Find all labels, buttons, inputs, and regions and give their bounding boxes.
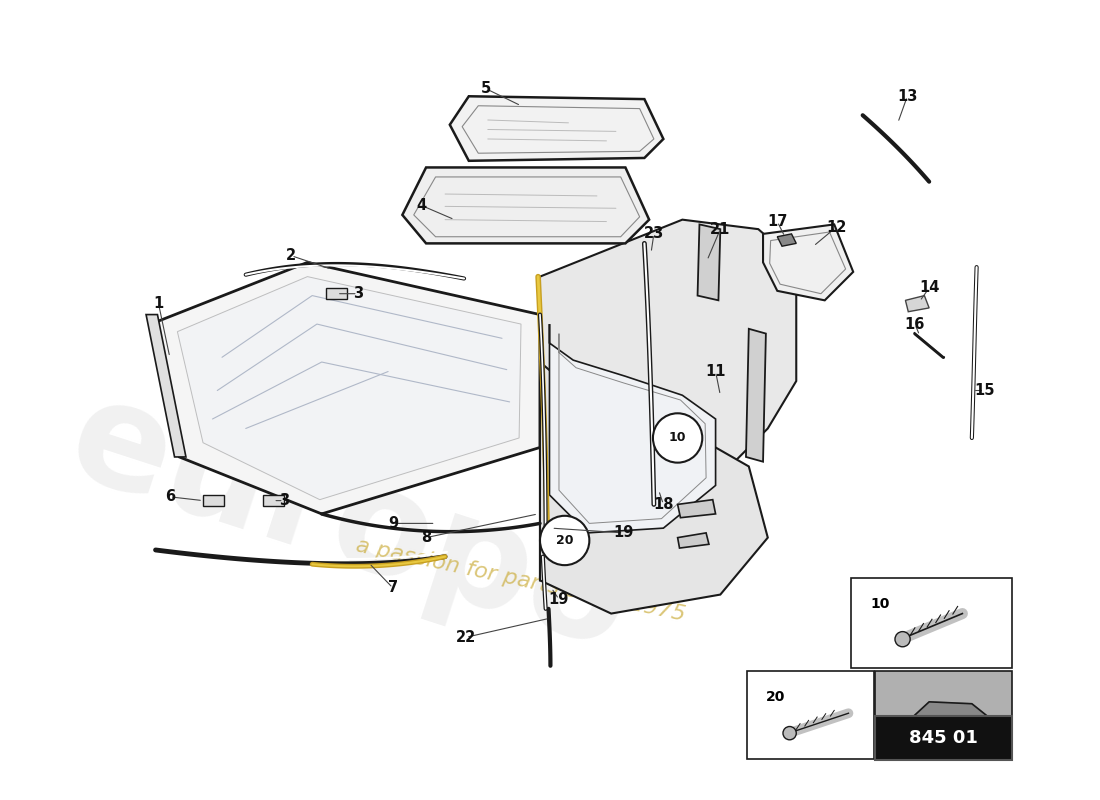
Polygon shape [540, 314, 768, 614]
Text: 4: 4 [416, 198, 427, 213]
Text: 12: 12 [826, 220, 846, 234]
Polygon shape [403, 167, 649, 243]
Text: 7: 7 [388, 581, 398, 595]
Text: 10: 10 [669, 431, 686, 445]
FancyBboxPatch shape [851, 578, 1012, 668]
Circle shape [783, 726, 796, 740]
Text: 20: 20 [766, 690, 785, 705]
Text: 15: 15 [974, 383, 994, 398]
Polygon shape [151, 262, 540, 514]
Text: 5: 5 [481, 81, 491, 96]
Text: 11: 11 [705, 364, 726, 379]
Text: 19: 19 [549, 592, 569, 607]
Polygon shape [540, 220, 796, 580]
Polygon shape [550, 324, 716, 533]
Text: 1: 1 [153, 296, 164, 310]
Polygon shape [146, 314, 186, 457]
Text: 23: 23 [644, 226, 664, 242]
Text: 6: 6 [165, 490, 175, 504]
Bar [327, 288, 348, 299]
Text: a passion for parts since 1975: a passion for parts since 1975 [354, 535, 688, 625]
Circle shape [895, 631, 910, 646]
Text: 20: 20 [556, 534, 573, 547]
Circle shape [540, 516, 590, 565]
Text: europo: europo [53, 367, 648, 680]
Polygon shape [450, 96, 663, 161]
Text: 9: 9 [388, 516, 398, 531]
Text: 17: 17 [767, 214, 788, 229]
Polygon shape [905, 295, 930, 312]
Circle shape [653, 414, 702, 462]
Text: 22: 22 [455, 630, 476, 645]
Text: 14: 14 [918, 281, 939, 295]
Polygon shape [177, 277, 521, 500]
Bar [204, 495, 224, 506]
Text: 845 01: 845 01 [909, 729, 978, 747]
Text: 21: 21 [711, 222, 730, 237]
FancyBboxPatch shape [747, 671, 875, 758]
Text: 19: 19 [614, 526, 634, 540]
Text: 10: 10 [870, 598, 890, 611]
Bar [263, 495, 284, 506]
Text: 13: 13 [898, 89, 917, 104]
Polygon shape [891, 702, 996, 740]
Text: 3: 3 [278, 493, 289, 508]
Polygon shape [778, 234, 796, 246]
Text: 8: 8 [421, 530, 431, 545]
Text: 18: 18 [653, 497, 673, 512]
Text: 16: 16 [904, 317, 925, 331]
Polygon shape [678, 500, 716, 518]
Text: 2: 2 [286, 248, 296, 263]
Polygon shape [746, 329, 766, 462]
Polygon shape [697, 225, 720, 300]
FancyBboxPatch shape [874, 671, 1012, 758]
Polygon shape [763, 225, 854, 300]
FancyBboxPatch shape [874, 716, 1012, 760]
Polygon shape [678, 533, 708, 548]
Text: 3: 3 [353, 286, 363, 301]
